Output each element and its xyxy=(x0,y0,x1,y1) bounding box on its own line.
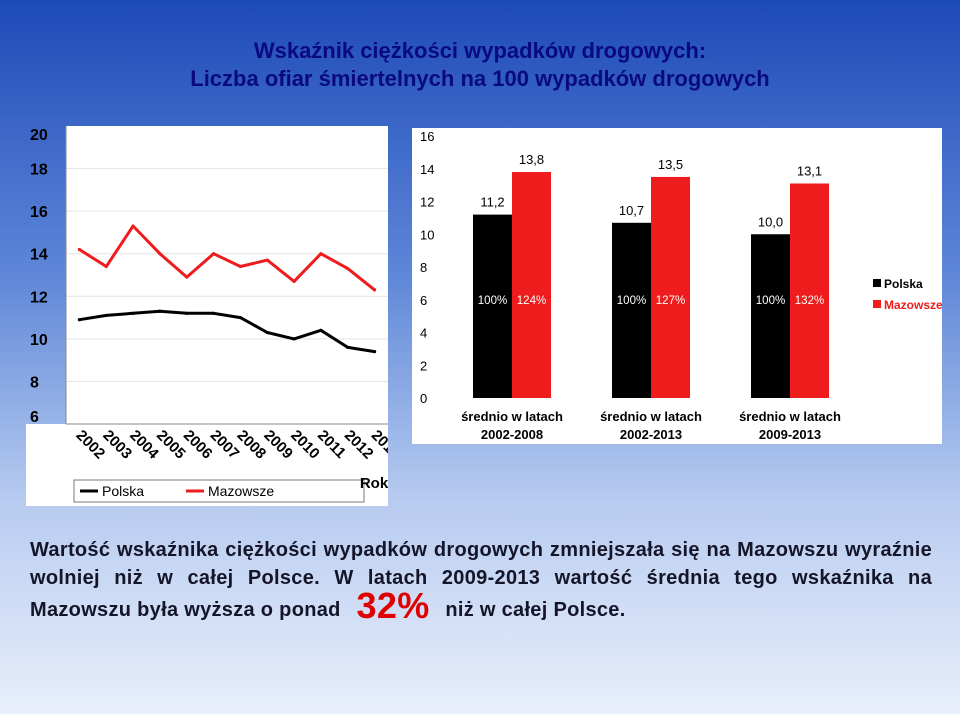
line-point-mazowsze xyxy=(211,252,216,256)
title-line-1: Wskaźnik ciężkości wypadków drogowych: xyxy=(253,38,707,63)
line-point-polska xyxy=(104,313,108,318)
line-point-polska xyxy=(131,311,135,315)
line-x-axis-label: Rok xyxy=(360,475,388,492)
bar-y-tick-label: 6 xyxy=(420,293,427,308)
bar-category-label-line1: średnio w latach xyxy=(739,409,841,424)
title-line-2: Liczba ofiar śmiertelnych na 100 wypadkó… xyxy=(190,66,770,91)
line-y-tick-label: 6 xyxy=(30,409,39,426)
summary-text-end: niż w całej Polsce. xyxy=(445,599,626,621)
line-y-tick-label: 14 xyxy=(30,247,48,264)
bar-percent-label: 100% xyxy=(478,295,507,307)
bar-y-tick-label: 4 xyxy=(420,326,427,341)
line-point-mazowsze xyxy=(131,224,135,228)
bar-percent-label: 127% xyxy=(656,295,685,307)
line-point-polska xyxy=(346,345,350,349)
bar-category-label-line2: 2002-2013 xyxy=(620,427,682,442)
bar-category-label-line2: 2002-2008 xyxy=(481,427,543,442)
line-point-mazowsze xyxy=(238,264,243,269)
bar-percent-label: 124% xyxy=(517,295,546,307)
line-point-polska xyxy=(319,328,323,332)
line-y-tick-label: 10 xyxy=(30,332,48,349)
bar-polska xyxy=(473,214,512,398)
line-point-mazowsze xyxy=(77,247,82,252)
bar-legend-swatch xyxy=(873,300,881,308)
bar-mazowsze xyxy=(651,176,690,398)
line-legend-box xyxy=(73,479,365,503)
bar-legend-label: Mazowsze xyxy=(884,298,942,312)
bar-value-label: 10,0 xyxy=(758,214,783,229)
bar-chart-panel: 0 2 4 6 8 10 12 14 16 11,2 100% 13,8 124% średnio w l… xyxy=(412,128,943,444)
line-legend-label: Mazowsze xyxy=(208,483,274,499)
bar-y-tick-label: 2 xyxy=(420,358,427,373)
line-point-mazowsze xyxy=(265,258,269,262)
line-point-mazowsze xyxy=(104,264,108,269)
line-series-mazowsze xyxy=(78,224,376,292)
line-point-mazowsze xyxy=(319,252,323,256)
line-y-tick-label: 16 xyxy=(30,204,48,221)
bar-category-label-line1: średnio w latach xyxy=(461,409,563,424)
line-y-tick-label: 18 xyxy=(30,162,48,179)
line-point-polska xyxy=(292,337,296,341)
line-y-tick-label: 8 xyxy=(30,374,39,391)
line-point-polska xyxy=(372,350,377,354)
bar-polska xyxy=(751,234,790,398)
bar-chart: 0 2 4 6 8 10 12 14 16 11,2 100% 13,8 124% średnio w l… xyxy=(420,129,943,442)
bar-value-label: 11,2 xyxy=(480,195,504,210)
line-legend-label: Polska xyxy=(102,483,144,499)
bar-value-label: 13,1 xyxy=(797,163,822,178)
bar-y-tick-label: 8 xyxy=(420,260,427,275)
line-point-polska xyxy=(238,315,243,320)
bar-value-label: 13,5 xyxy=(658,157,683,172)
line-point-mazowsze xyxy=(292,279,296,283)
bar-y-tick-label: 16 xyxy=(420,129,434,144)
bar-y-tick-label: 14 xyxy=(420,162,434,177)
bar-value-label: 10,7 xyxy=(619,203,644,218)
line-point-polska xyxy=(211,311,216,315)
line-point-mazowsze xyxy=(346,267,350,271)
bar-value-label: 13,8 xyxy=(519,152,544,167)
line-point-mazowsze xyxy=(158,252,162,256)
line-point-polska xyxy=(158,309,162,313)
line-series-polska xyxy=(79,309,375,354)
bar-y-tick-label: 10 xyxy=(420,227,434,242)
line-point-mazowsze xyxy=(185,275,189,279)
line-point-mazowsze xyxy=(372,288,377,292)
bar-y-tick-label: 0 xyxy=(420,391,427,406)
summary-text-start: Wartość wskaźnika ciężkości wypadków dro… xyxy=(30,539,932,621)
line-point-polska xyxy=(265,330,269,335)
bar-percent-label: 100% xyxy=(756,295,785,307)
bar-y-tick-label: 12 xyxy=(420,195,434,210)
line-point-polska xyxy=(185,311,189,315)
line-y-tick-label: 12 xyxy=(30,289,48,306)
bar-category-label-line1: średnio w latach xyxy=(600,409,702,424)
summary-text: Wartość wskaźnika ciężkości wypadków dro… xyxy=(30,536,932,624)
bar-legend-label: Polska xyxy=(884,277,923,291)
bar-percent-label: 100% xyxy=(617,295,646,307)
bar-percent-label: 132% xyxy=(795,295,824,307)
line-chart: 6810121416182020022003200420052006200720… xyxy=(26,126,403,506)
line-chart-panel: 6 8 10 12 14 16 18 20 2002 2003 2004 2005 2006 2007 20… xyxy=(26,126,403,506)
line-plot-area xyxy=(66,126,388,424)
line-point-polska xyxy=(77,318,82,322)
line-y-tick-label: 20 xyxy=(30,127,48,144)
bar-mazowsze xyxy=(790,183,829,398)
highlight-percentage: 32% xyxy=(356,585,430,626)
bar-category-label-line2: 2009-2013 xyxy=(759,427,821,442)
bar-polska xyxy=(612,222,651,398)
bar-mazowsze xyxy=(512,172,551,398)
bar-legend-swatch xyxy=(873,279,881,287)
